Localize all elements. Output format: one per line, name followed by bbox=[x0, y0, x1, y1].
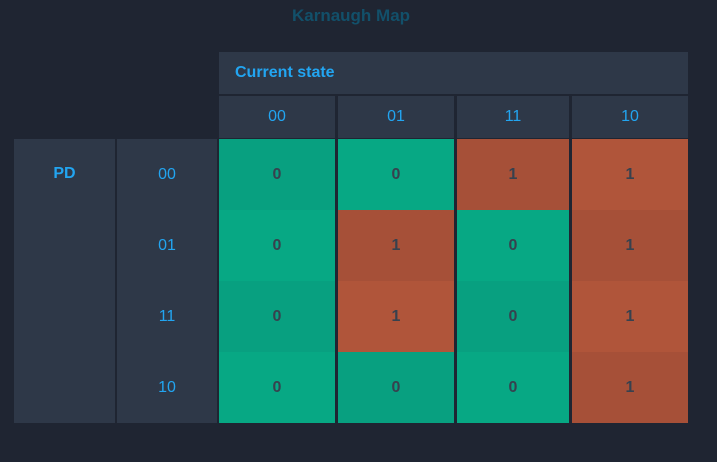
column-header: 11 bbox=[457, 96, 569, 138]
kmap-cell: 0 bbox=[338, 352, 454, 423]
map-title: Karnaugh Map bbox=[291, 6, 411, 25]
kmap-cell: 0 bbox=[457, 210, 569, 281]
row-header: 10 bbox=[117, 352, 217, 423]
kmap-cell: 1 bbox=[572, 281, 688, 352]
column-header: 10 bbox=[572, 96, 688, 138]
kmap-cell: 1 bbox=[572, 210, 688, 281]
kmap-cell: 1 bbox=[338, 281, 454, 352]
kmap-cell: 0 bbox=[219, 210, 335, 281]
kmap-cell: 1 bbox=[572, 352, 688, 423]
kmap-cell: 0 bbox=[338, 139, 454, 210]
kmap-cell: 1 bbox=[457, 139, 569, 210]
kmap-cell: 0 bbox=[457, 352, 569, 423]
kmap-cell: 1 bbox=[572, 139, 688, 210]
pd-column bbox=[14, 139, 115, 423]
row-header: 01 bbox=[117, 210, 217, 281]
kmap-cell: 0 bbox=[457, 281, 569, 352]
kmap-cell: 0 bbox=[219, 352, 335, 423]
pd-label: PD bbox=[53, 165, 76, 182]
kmap-cell: 0 bbox=[219, 281, 335, 352]
row-header: 00 bbox=[117, 139, 217, 210]
kmap-cell: 1 bbox=[338, 210, 454, 281]
row-header: 11 bbox=[117, 281, 217, 352]
current-state-header: Current state bbox=[219, 52, 688, 94]
kmap-cell: 0 bbox=[219, 139, 335, 210]
column-header: 00 bbox=[219, 96, 335, 138]
column-header: 01 bbox=[338, 96, 454, 138]
